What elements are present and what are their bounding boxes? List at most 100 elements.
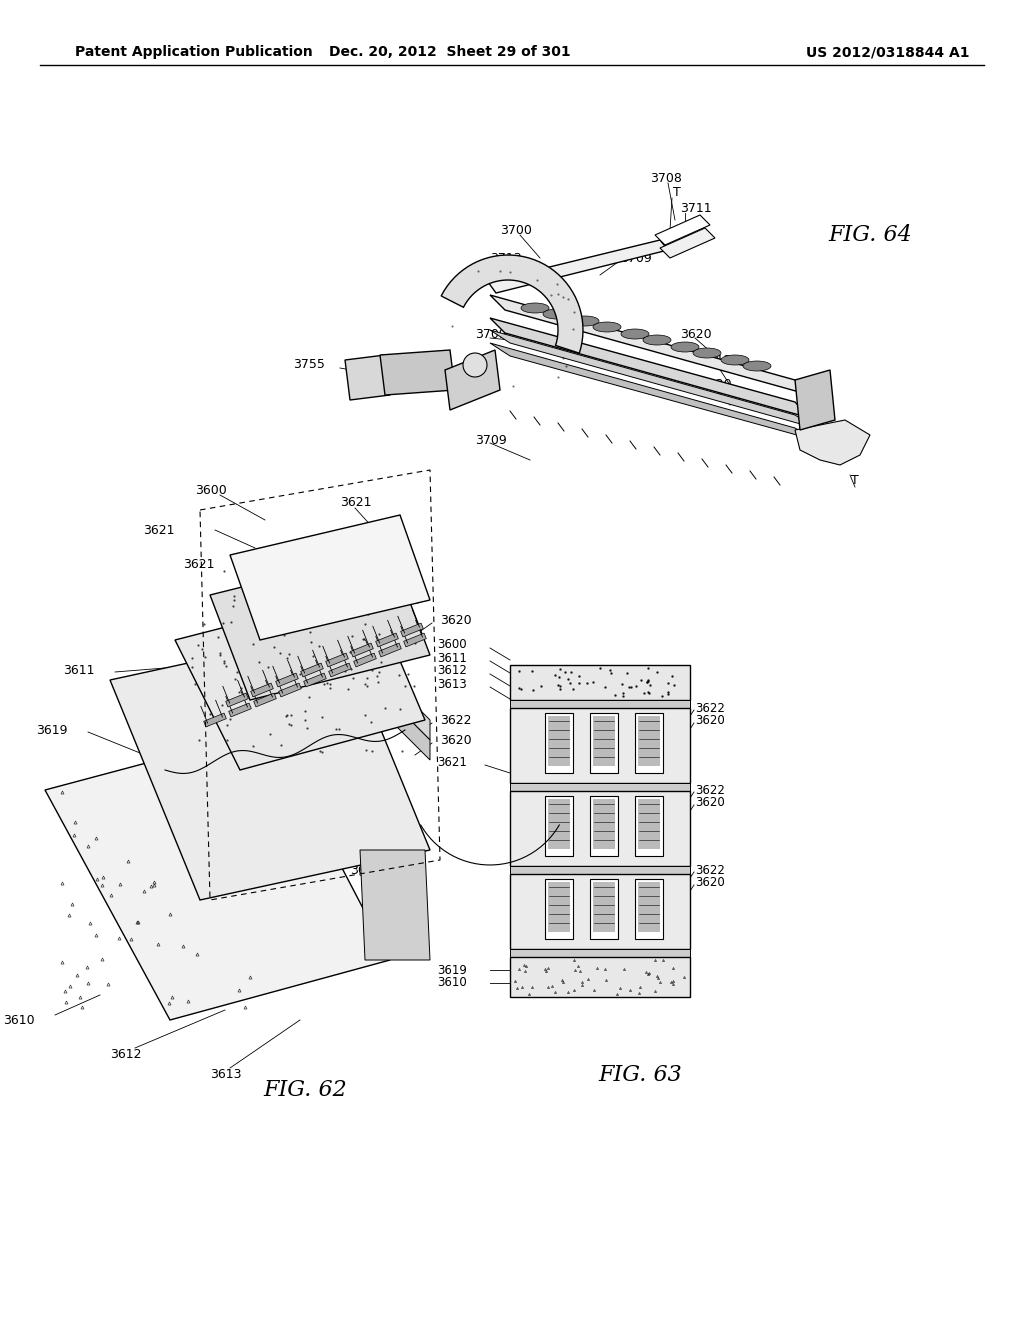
Bar [510,700,690,708]
Bar [545,879,573,939]
Text: 3709: 3709 [475,433,507,446]
Text: 3622: 3622 [695,784,725,796]
Ellipse shape [721,355,749,366]
Text: 3755: 3755 [293,359,325,371]
Text: 3621: 3621 [437,755,467,768]
Text: 3619: 3619 [437,964,467,977]
Text: 3712: 3712 [700,354,731,367]
Bar [590,713,618,774]
Text: 3709: 3709 [620,252,651,264]
Text: 3621: 3621 [350,863,382,876]
Polygon shape [279,682,301,697]
Text: 3600: 3600 [437,639,467,652]
Text: T: T [673,186,681,199]
Text: 3612: 3612 [437,664,467,677]
Bar [638,882,660,932]
Text: 3611: 3611 [63,664,95,676]
Bar [593,882,615,932]
Bar [635,796,663,855]
Polygon shape [376,634,398,647]
Bar [593,799,615,849]
Text: 3708: 3708 [650,172,682,185]
Bar [590,796,618,855]
Polygon shape [301,663,324,677]
Text: FIG. 64: FIG. 64 [828,224,912,246]
Text: 3611: 3611 [437,652,467,664]
Polygon shape [230,515,430,640]
Text: 3619: 3619 [37,723,68,737]
Text: 3709: 3709 [475,329,507,342]
Polygon shape [660,228,715,257]
Polygon shape [403,634,426,647]
Polygon shape [445,350,500,411]
Bar [545,796,573,855]
Text: 3713: 3713 [490,252,521,264]
Text: 3620: 3620 [695,796,725,809]
Bar [548,715,570,766]
Text: 3620: 3620 [440,734,472,747]
Ellipse shape [643,335,671,345]
Text: 3711: 3711 [680,202,712,214]
Ellipse shape [521,304,549,313]
Polygon shape [490,318,810,418]
Text: 3612: 3612 [110,1048,141,1061]
Bar [638,715,660,766]
Bar [510,949,690,957]
Ellipse shape [571,315,599,326]
Ellipse shape [693,348,721,358]
Circle shape [463,352,487,378]
Ellipse shape [621,329,649,339]
Polygon shape [490,343,815,440]
Bar [510,791,690,866]
Text: 3620: 3620 [700,379,731,392]
Text: T: T [851,474,859,487]
Text: 3621: 3621 [340,495,372,508]
Text: 3621: 3621 [143,524,175,536]
Text: 3622: 3622 [695,863,725,876]
Polygon shape [228,704,251,717]
Ellipse shape [593,322,621,333]
Bar [593,715,615,766]
Polygon shape [225,693,249,708]
Text: Dec. 20, 2012  Sheet 29 of 301: Dec. 20, 2012 Sheet 29 of 301 [329,45,570,59]
Text: 3621: 3621 [365,533,396,546]
Bar [635,713,663,774]
Polygon shape [441,255,583,354]
Text: 3600: 3600 [195,483,226,496]
Bar [548,799,570,849]
Polygon shape [655,215,710,246]
Bar [510,708,690,783]
Bar [548,882,570,932]
Text: 3620: 3620 [680,329,712,342]
Bar [635,879,663,939]
Polygon shape [204,713,226,727]
Text: 3610: 3610 [437,977,467,990]
Text: FIG. 63: FIG. 63 [598,1064,682,1086]
Polygon shape [251,682,273,697]
Polygon shape [340,649,430,760]
Text: 3620: 3620 [695,714,725,727]
Text: 3613: 3613 [437,677,467,690]
Polygon shape [488,240,668,293]
Polygon shape [275,673,298,686]
Bar [590,879,618,939]
Text: 3620: 3620 [440,614,472,627]
Ellipse shape [671,342,699,352]
Text: 3613: 3613 [210,1068,242,1081]
Polygon shape [326,653,348,667]
Polygon shape [380,350,455,395]
Polygon shape [795,370,835,430]
Text: 3620: 3620 [695,876,725,890]
Bar [510,957,690,997]
Ellipse shape [743,360,771,371]
Ellipse shape [543,309,571,319]
Polygon shape [329,663,351,677]
Text: 3621: 3621 [183,558,215,572]
Polygon shape [210,550,430,700]
Text: 3622: 3622 [440,714,471,726]
Polygon shape [490,330,815,428]
Polygon shape [340,630,430,741]
Polygon shape [353,653,377,667]
Bar [545,713,573,774]
Bar [510,665,690,700]
